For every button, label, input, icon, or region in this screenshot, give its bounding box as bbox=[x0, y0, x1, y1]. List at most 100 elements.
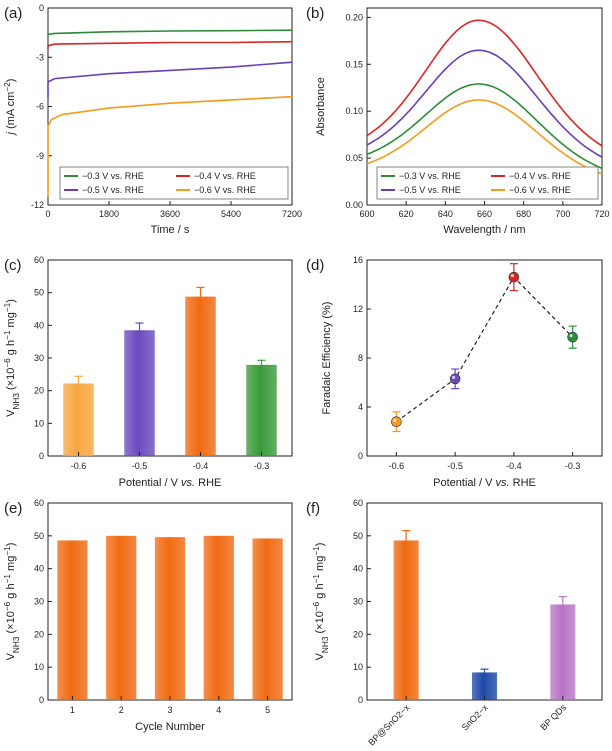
y-tick-label: 60 bbox=[34, 255, 44, 265]
bar bbox=[124, 330, 155, 456]
y-tick-label: 30 bbox=[353, 597, 363, 607]
legend-label: −0.4 V vs. RHE bbox=[194, 171, 256, 181]
x-tick-label: -0.3 bbox=[565, 461, 581, 471]
legend-label: −0.3 V vs. RHE bbox=[399, 171, 461, 181]
y-tick-label: 0.20 bbox=[345, 12, 363, 22]
x-tick-label: SnO2−x bbox=[460, 702, 491, 733]
panel-label: (a) bbox=[4, 5, 22, 22]
y-tick-label: 20 bbox=[34, 386, 44, 396]
y-tick-label: 20 bbox=[34, 629, 44, 639]
series-line bbox=[366, 83, 603, 170]
x-tick-label: -0.6 bbox=[71, 461, 87, 471]
x-tick-label: 620 bbox=[399, 209, 414, 219]
y-tick-label: 10 bbox=[34, 662, 44, 672]
y-tick-label: 0.00 bbox=[345, 200, 363, 210]
y-tick-label: 50 bbox=[34, 531, 44, 541]
series-line bbox=[366, 49, 603, 158]
data-point bbox=[567, 331, 578, 343]
bar bbox=[252, 538, 283, 700]
x-axis-label: Potential / V vs. RHE bbox=[119, 477, 222, 489]
y-tick-label: 4 bbox=[358, 402, 363, 412]
panel-label: (d) bbox=[306, 257, 324, 274]
x-tick-label: -0.5 bbox=[132, 461, 148, 471]
point-highlight bbox=[393, 418, 397, 422]
x-tick-label: 7200 bbox=[282, 209, 302, 219]
y-tick-label: 40 bbox=[34, 320, 44, 330]
y-axis-label: VNH3 (×10−6 g h−1 mg−1) bbox=[3, 299, 21, 417]
x-axis-label: Cycle Number bbox=[135, 721, 205, 733]
bar bbox=[393, 540, 419, 700]
series-line bbox=[47, 95, 293, 197]
y-tick-label: 10 bbox=[353, 662, 363, 672]
series-line bbox=[366, 19, 603, 147]
x-axis-label: Potential / V vs. RHE bbox=[433, 477, 536, 489]
x-tick-label: 2 bbox=[119, 705, 124, 715]
bar bbox=[246, 364, 277, 456]
y-tick-label: 40 bbox=[34, 564, 44, 574]
bar bbox=[57, 540, 88, 700]
y-tick-label: 40 bbox=[353, 564, 363, 574]
bar bbox=[550, 604, 576, 700]
y-tick-label: 0 bbox=[39, 3, 44, 13]
x-tick-label: BP QDs bbox=[538, 702, 568, 732]
legend-label: −0.5 V vs. RHE bbox=[399, 185, 461, 195]
y-tick-label: -9 bbox=[36, 151, 44, 161]
x-tick-label: -0.4 bbox=[193, 461, 209, 471]
series-line bbox=[47, 40, 293, 50]
x-tick-label: -0.6 bbox=[389, 461, 405, 471]
dashed-connector bbox=[396, 276, 574, 423]
y-tick-label: 30 bbox=[34, 597, 44, 607]
y-tick-label: 50 bbox=[34, 288, 44, 298]
bar bbox=[106, 535, 137, 700]
x-axis-label: Wavelength / nm bbox=[443, 224, 525, 236]
y-tick-label: 10 bbox=[34, 418, 44, 428]
data-point bbox=[508, 271, 520, 283]
y-tick-label: 50 bbox=[353, 531, 363, 541]
x-tick-label: 3 bbox=[167, 705, 172, 715]
legend-label: −0.3 V vs. RHE bbox=[82, 171, 144, 181]
x-tick-label: 0 bbox=[45, 209, 50, 219]
x-tick-label: 720 bbox=[594, 209, 609, 219]
y-tick-label: -3 bbox=[36, 52, 44, 62]
y-tick-label: 0.15 bbox=[345, 59, 363, 69]
panel-b: (b) 0.00 0.05 0.10 0.15 0.20 600 620 640 660 680 70… bbox=[306, 5, 610, 236]
x-tick-label: 640 bbox=[438, 209, 453, 219]
panel-a: (a) 0-3-6-9-120 1800 3600 5400 7200−0.3 V vs.… bbox=[3, 3, 303, 236]
y-tick-label: 0.05 bbox=[345, 153, 363, 163]
x-tick-label: 5400 bbox=[221, 209, 241, 219]
x-tick-label: -0.4 bbox=[506, 461, 522, 471]
legend-label: −0.6 V vs. RHE bbox=[194, 185, 256, 195]
x-tick-label: 1800 bbox=[99, 209, 119, 219]
x-tick-label: 4 bbox=[216, 705, 221, 715]
x-tick-label: -0.5 bbox=[447, 461, 463, 471]
x-axis-label: Time / s bbox=[151, 224, 190, 236]
data-point bbox=[391, 416, 402, 428]
series-line bbox=[366, 99, 603, 175]
legend-label: −0.4 V vs. RHE bbox=[509, 171, 571, 181]
y-tick-label: 20 bbox=[353, 629, 363, 639]
legend-box bbox=[376, 166, 599, 200]
series-line bbox=[47, 61, 293, 99]
bar bbox=[203, 535, 234, 700]
y-tick-label: 30 bbox=[34, 353, 44, 363]
x-tick-label: 680 bbox=[516, 209, 531, 219]
x-tick-label: 700 bbox=[555, 209, 570, 219]
y-tick-label: 0.10 bbox=[345, 106, 363, 116]
y-tick-label: 0 bbox=[39, 695, 44, 705]
point-highlight bbox=[510, 274, 514, 278]
legend: −0.3 V vs. RHE −0.4 V vs. RHE −0.5 V vs. R… bbox=[376, 166, 599, 200]
y-tick-label: 0 bbox=[358, 451, 363, 461]
bar bbox=[63, 383, 94, 456]
y-tick-label: 0 bbox=[358, 695, 363, 705]
y-axis-label: Faradaic Efficiency (%) bbox=[321, 302, 333, 415]
y-axis-label: j (mA cm−2) bbox=[3, 79, 18, 137]
y-tick-label: -12 bbox=[31, 200, 44, 210]
legend-label: −0.6 V vs. RHE bbox=[509, 185, 571, 195]
y-tick-label: 60 bbox=[34, 498, 44, 508]
x-tick-label: 1 bbox=[70, 705, 75, 715]
x-tick-label: 3600 bbox=[160, 209, 180, 219]
panel-d: (d) 0 4 8 12 16 -0.6 -0.5 -0.4 -0.3 Faradaic Effic… bbox=[306, 255, 603, 489]
bar bbox=[154, 537, 186, 700]
plot-frame bbox=[366, 259, 603, 457]
y-tick-label: 60 bbox=[353, 498, 363, 508]
